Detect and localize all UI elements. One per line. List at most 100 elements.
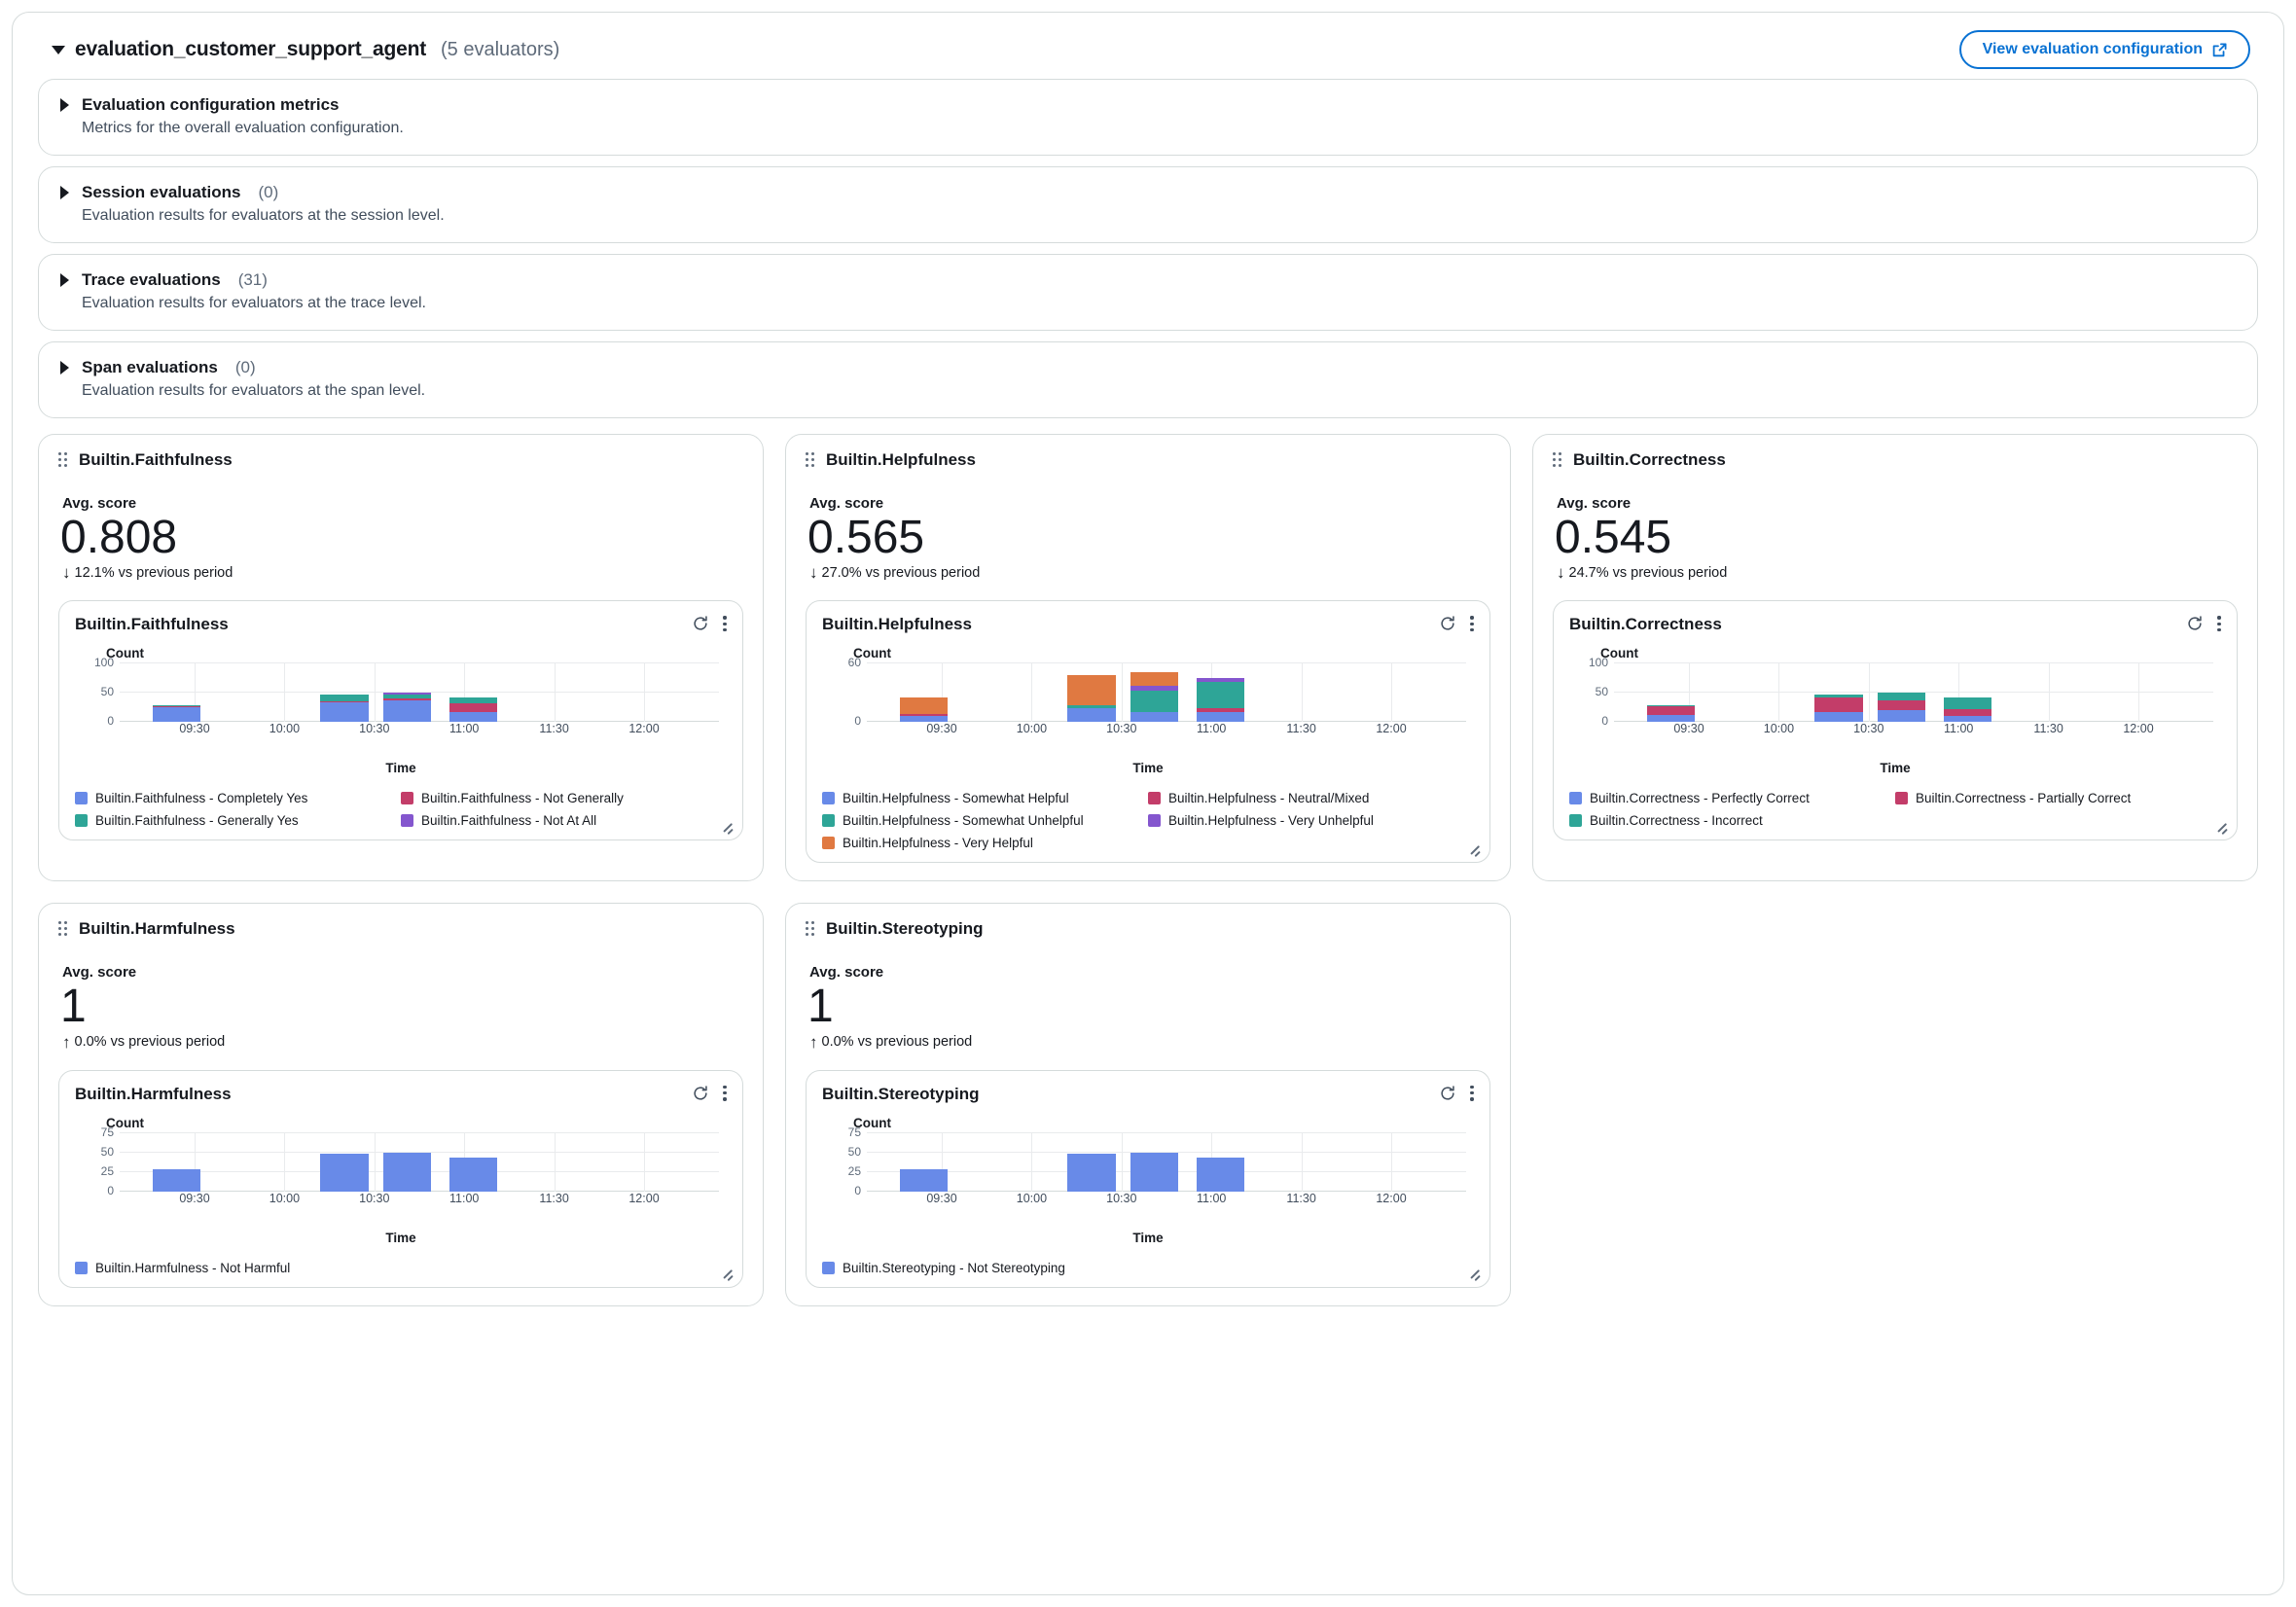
bar[interactable] xyxy=(1130,1153,1178,1192)
bar[interactable] xyxy=(449,1158,497,1191)
delta-percent: 12.1% xyxy=(75,565,115,581)
legend-label: Builtin.Faithfulness - Generally Yes xyxy=(95,813,299,828)
legend-item[interactable]: Builtin.Harmfulness - Not Harmful xyxy=(75,1261,727,1275)
section-0[interactable]: Evaluation configuration metricsMetrics … xyxy=(38,79,2258,156)
y-tick: 50 xyxy=(101,685,114,698)
legend-item[interactable]: Builtin.Helpfulness - Somewhat Unhelpful xyxy=(822,813,1148,828)
bar[interactable] xyxy=(320,1154,368,1191)
panel-header-left[interactable]: evaluation_customer_support_agent (5 eva… xyxy=(52,38,559,61)
legend-item[interactable]: Builtin.Helpfulness - Very Unhelpful xyxy=(1148,813,1474,828)
caret-down-icon[interactable] xyxy=(52,46,65,54)
bar[interactable] xyxy=(1067,1154,1115,1191)
section-toggle-row[interactable]: Span evaluations(0) xyxy=(60,358,2236,377)
avg-score-value: 1 xyxy=(807,982,1490,1031)
legend-item[interactable]: Builtin.Faithfulness - Completely Yes xyxy=(75,791,401,805)
chart-widget-actions xyxy=(1439,1085,1474,1102)
kebab-menu-icon[interactable] xyxy=(2217,616,2221,631)
bar[interactable] xyxy=(153,705,200,722)
drag-handle-icon[interactable] xyxy=(58,452,68,468)
legend-item[interactable]: Builtin.Helpfulness - Very Helpful xyxy=(822,836,1148,850)
view-evaluation-configuration-button[interactable]: View evaluation configuration xyxy=(1959,30,2250,69)
bar[interactable] xyxy=(900,697,948,722)
chart-widget-header: Builtin.Correctness xyxy=(1569,615,2221,634)
y-tick: 25 xyxy=(848,1164,861,1178)
delta-suffix: vs previous period xyxy=(866,565,981,581)
drag-handle-icon[interactable] xyxy=(1553,452,1562,468)
metric-name: Builtin.Correctness xyxy=(1573,450,1726,470)
bar[interactable] xyxy=(449,697,497,723)
kebab-menu-icon[interactable] xyxy=(723,1086,727,1101)
plot: 0255075 xyxy=(867,1133,1466,1192)
bar[interactable] xyxy=(1944,697,1991,723)
bar[interactable] xyxy=(1067,675,1115,722)
caret-right-icon[interactable] xyxy=(60,273,69,287)
resize-handle-icon[interactable] xyxy=(1467,1266,1481,1279)
section-toggle-row[interactable]: Session evaluations(0) xyxy=(60,183,2236,202)
bar[interactable] xyxy=(1197,1158,1244,1191)
x-axis: 09:3010:0010:3011:0011:3012:00 xyxy=(120,722,719,739)
kebab-menu-icon[interactable] xyxy=(1470,616,1474,631)
x-tick: 09:30 xyxy=(179,722,209,735)
section-2[interactable]: Trace evaluations(31) Evaluation results … xyxy=(38,254,2258,331)
legend-label: Builtin.Stereotyping - Not Stereotyping xyxy=(843,1261,1065,1275)
drag-handle-icon[interactable] xyxy=(806,921,815,937)
bar[interactable] xyxy=(1197,678,1244,722)
section-description: Evaluation results for evaluators at the… xyxy=(82,295,2236,312)
legend-item[interactable]: Builtin.Correctness - Perfectly Correct xyxy=(1569,791,1895,805)
refresh-icon[interactable] xyxy=(692,1085,709,1102)
metric-card: Builtin.StereotypingAvg. score1↑0.0%vs p… xyxy=(785,903,1511,1305)
legend-item[interactable]: Builtin.Faithfulness - Not Generally xyxy=(401,791,727,805)
plot-wrap: 025507509:3010:0010:3011:0011:3012:00 xyxy=(75,1133,727,1209)
refresh-icon[interactable] xyxy=(1439,615,1456,632)
legend-item[interactable]: Builtin.Correctness - Partially Correct xyxy=(1895,791,2221,805)
kebab-menu-icon[interactable] xyxy=(1470,1086,1474,1101)
bar[interactable] xyxy=(1647,705,1695,722)
arrow-up-icon: ↑ xyxy=(809,1034,818,1051)
section-1[interactable]: Session evaluations(0)Evaluation results… xyxy=(38,166,2258,243)
y-tick: 0 xyxy=(854,1184,861,1197)
legend-label: Builtin.Harmfulness - Not Harmful xyxy=(95,1261,290,1275)
legend-item[interactable]: Builtin.Helpfulness - Neutral/Mixed xyxy=(1148,791,1474,805)
bar[interactable] xyxy=(1814,695,1862,723)
resize-handle-icon[interactable] xyxy=(2214,818,2228,832)
resize-handle-icon[interactable] xyxy=(720,1266,734,1279)
legend-item[interactable]: Builtin.Helpfulness - Somewhat Helpful xyxy=(822,791,1148,805)
section-toggle-row[interactable]: Trace evaluations(31) xyxy=(60,270,2236,290)
bar[interactable] xyxy=(153,1169,200,1191)
caret-right-icon[interactable] xyxy=(60,98,69,112)
resize-handle-icon[interactable] xyxy=(720,818,734,832)
caret-right-icon[interactable] xyxy=(60,361,69,375)
metric-name: Builtin.Faithfulness xyxy=(79,450,233,470)
legend-swatch xyxy=(822,814,835,827)
bar[interactable] xyxy=(383,693,431,723)
section-toggle-row[interactable]: Evaluation configuration metrics xyxy=(60,95,2236,115)
plot: 050100 xyxy=(1614,663,2213,722)
metric-name: Builtin.Stereotyping xyxy=(826,919,984,939)
kebab-menu-icon[interactable] xyxy=(723,616,727,631)
refresh-icon[interactable] xyxy=(1439,1085,1456,1102)
refresh-icon[interactable] xyxy=(692,615,709,632)
refresh-icon[interactable] xyxy=(2186,615,2204,632)
avg-score-value: 0.565 xyxy=(807,514,1490,562)
drag-handle-icon[interactable] xyxy=(806,452,815,468)
legend-item[interactable]: Builtin.Correctness - Incorrect xyxy=(1569,813,1895,828)
bar[interactable] xyxy=(383,1153,431,1192)
avg-score-label: Avg. score xyxy=(62,964,743,981)
x-tick: 10:30 xyxy=(1853,722,1883,735)
metric-card-header: Builtin.Stereotyping xyxy=(806,919,1490,939)
legend-item[interactable]: Builtin.Stereotyping - Not Stereotyping xyxy=(822,1261,1474,1275)
bar[interactable] xyxy=(1130,672,1178,722)
caret-right-icon[interactable] xyxy=(60,186,69,199)
legend-label: Builtin.Helpfulness - Somewhat Unhelpful xyxy=(843,813,1084,828)
legend-label: Builtin.Helpfulness - Very Helpful xyxy=(843,836,1033,850)
drag-handle-icon[interactable] xyxy=(58,921,68,937)
section-3[interactable]: Span evaluations(0)Evaluation results fo… xyxy=(38,341,2258,418)
legend-item[interactable]: Builtin.Faithfulness - Not At All xyxy=(401,813,727,828)
bar[interactable] xyxy=(1878,693,1925,723)
bar[interactable] xyxy=(900,1169,948,1191)
legend-item[interactable]: Builtin.Faithfulness - Generally Yes xyxy=(75,813,401,828)
section-count: (0) xyxy=(258,183,278,202)
legend-swatch xyxy=(1148,814,1161,827)
bar[interactable] xyxy=(320,695,368,723)
resize-handle-icon[interactable] xyxy=(1467,840,1481,854)
